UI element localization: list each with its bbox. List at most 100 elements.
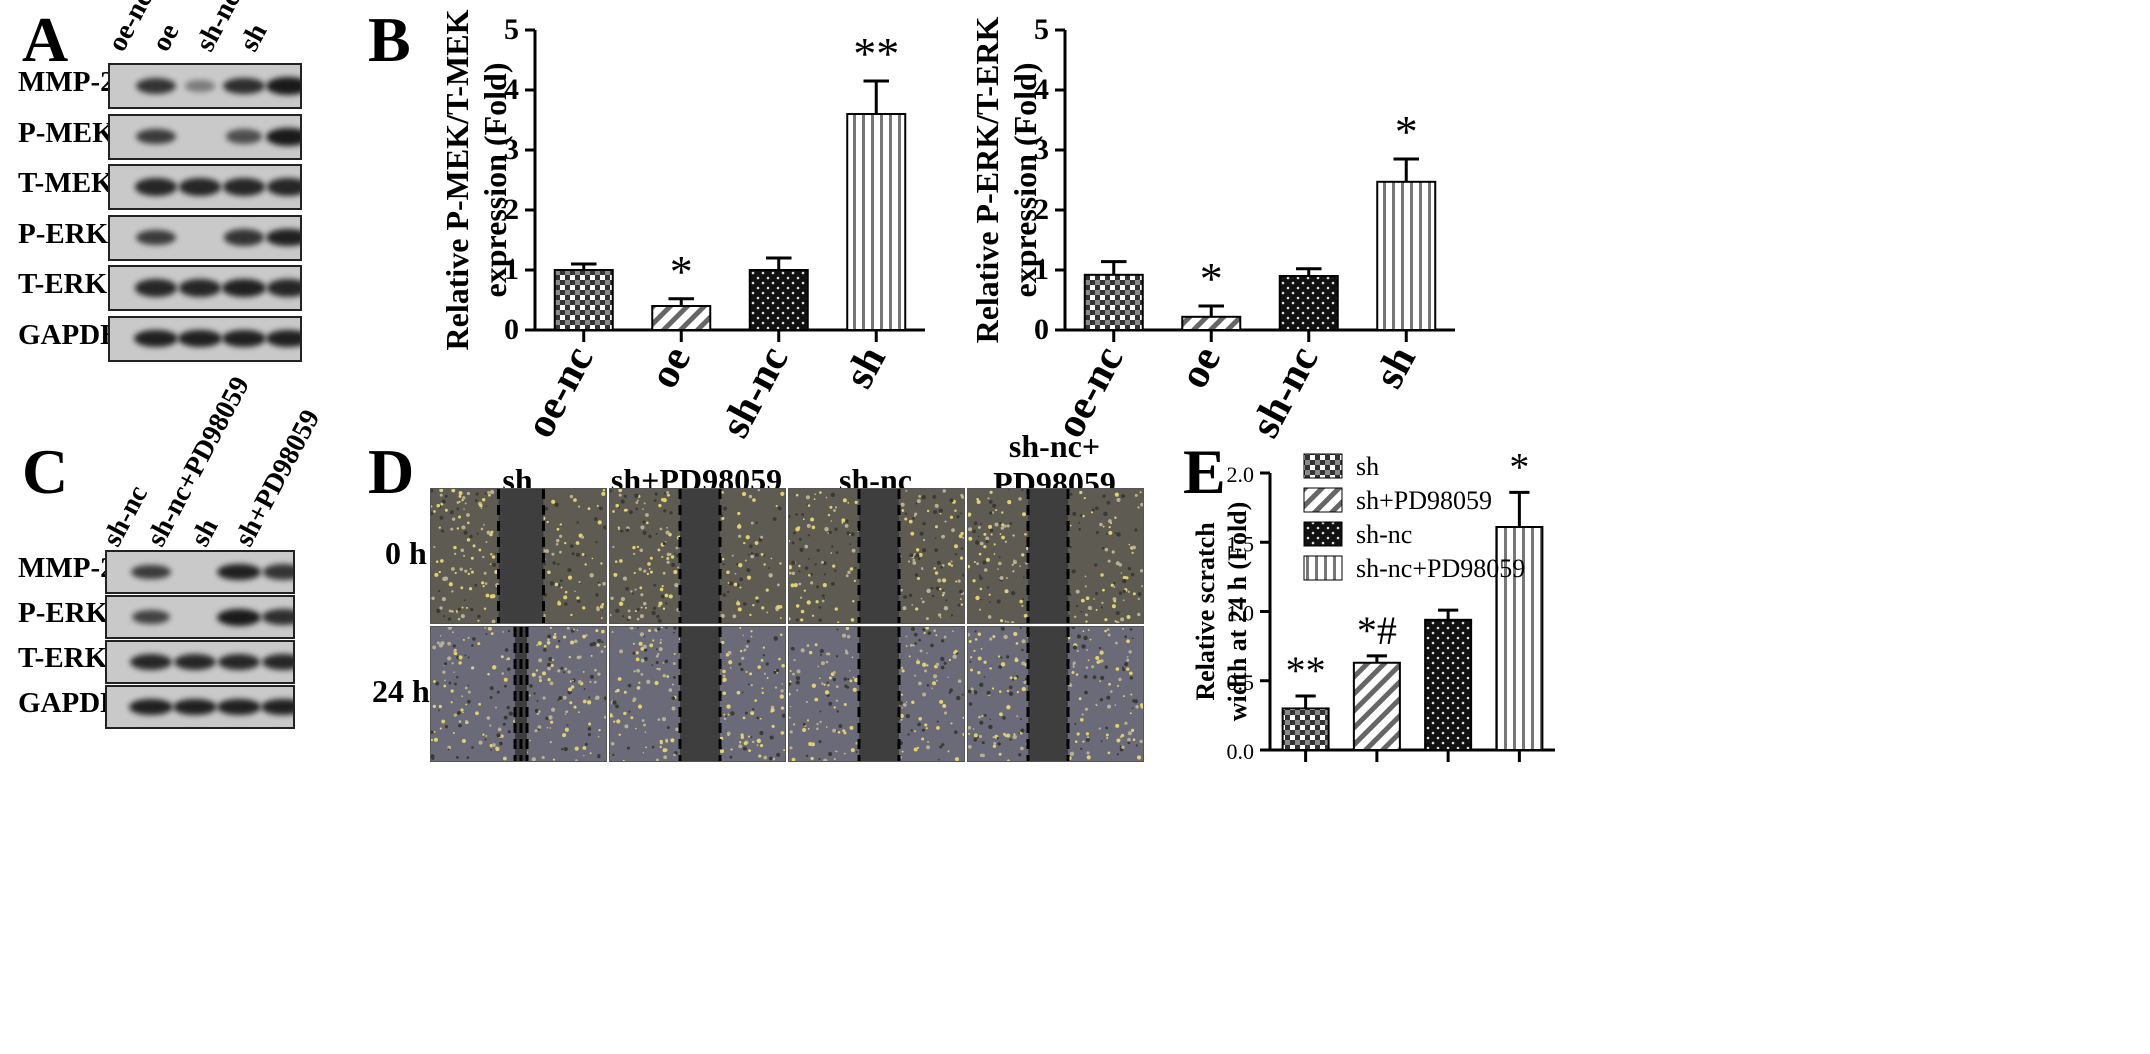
cell-speck [922, 628, 926, 632]
cell-speck [564, 667, 568, 671]
cell-speck [1131, 707, 1134, 709]
cell-speck [646, 572, 650, 576]
cell-speck [460, 586, 464, 590]
cell-speck [595, 695, 600, 700]
cell-speck [563, 595, 568, 600]
cell-speck [736, 690, 741, 695]
cell-speck [552, 635, 557, 640]
cell-speck [765, 662, 769, 666]
cell-speck [981, 715, 984, 718]
cell-speck [1111, 604, 1116, 609]
cell-speck [593, 668, 597, 672]
cell-speck [549, 727, 552, 729]
cell-speck [1132, 545, 1136, 550]
cell-speck [905, 635, 908, 638]
cell-speck [1021, 553, 1025, 557]
cell-speck [1018, 753, 1022, 757]
scratch-gap [680, 489, 720, 623]
cell-speck [914, 674, 917, 677]
cell-speck [611, 630, 614, 634]
cell-speck [931, 687, 934, 690]
cell-speck [583, 688, 586, 690]
cell-speck [617, 677, 622, 681]
cell-speck [834, 607, 838, 611]
cell-speck [1124, 662, 1129, 667]
cell-speck [852, 676, 855, 679]
cell-speck [910, 729, 913, 732]
cell-speck [970, 668, 974, 672]
cell-speck [640, 593, 644, 597]
cell-speck [1106, 628, 1110, 631]
legend-swatch [1303, 453, 1343, 479]
cell-speck [659, 741, 663, 745]
cell-speck [750, 630, 753, 633]
cell-speck [584, 563, 587, 566]
cell-speck [597, 753, 601, 757]
cell-speck [639, 548, 644, 553]
cell-speck [432, 645, 437, 650]
cell-speck [1016, 690, 1020, 694]
panel-b-letter: B [368, 4, 411, 75]
cell-speck [744, 648, 747, 651]
cell-speck [572, 628, 576, 631]
cell-speck [1108, 530, 1113, 535]
cell-speck [435, 681, 440, 686]
cell-speck [665, 740, 669, 743]
cell-speck [505, 658, 508, 661]
scratch-gap [680, 627, 720, 761]
cell-speck [792, 672, 795, 676]
cell-speck [935, 679, 938, 682]
cell-speck [1110, 583, 1114, 587]
cell-speck [760, 535, 764, 539]
cell-speck [587, 727, 592, 731]
cell-speck [968, 702, 973, 706]
cell-speck [578, 655, 582, 659]
cell-speck [654, 680, 659, 686]
cell-speck [451, 610, 454, 613]
cell-speck [742, 634, 745, 637]
cell-speck [993, 741, 997, 745]
cell-speck [759, 730, 764, 736]
blot-row-label: T-MEK [18, 167, 114, 199]
cell-speck [935, 634, 938, 637]
cell-speck [431, 505, 433, 508]
cell-speck [582, 671, 585, 673]
cell-speck [543, 644, 547, 648]
cell-speck [932, 674, 938, 679]
cell-speck [560, 586, 563, 589]
cell-speck [944, 520, 947, 523]
cell-speck [935, 586, 939, 590]
cell-speck [763, 672, 767, 675]
cell-speck [742, 716, 746, 720]
cell-speck [833, 757, 836, 761]
cell-speck [567, 687, 572, 692]
cell-speck [570, 613, 573, 617]
scratch-image [967, 626, 1144, 762]
cell-speck [818, 677, 821, 679]
cell-speck [761, 691, 764, 695]
cell-speck [627, 615, 632, 620]
cell-speck [948, 658, 951, 662]
cell-speck [1084, 690, 1088, 695]
cell-speck [481, 498, 486, 502]
cell-speck [542, 696, 546, 700]
cell-speck [979, 720, 984, 725]
cell-speck [1129, 712, 1132, 715]
cell-speck [623, 711, 627, 716]
cell-speck [567, 575, 573, 580]
cell-speck [1069, 683, 1073, 687]
cell-speck [727, 734, 730, 737]
cell-speck [549, 740, 552, 744]
cell-speck [637, 704, 643, 709]
cell-speck [670, 738, 675, 743]
cell-speck [639, 614, 644, 619]
cell-speck [744, 711, 748, 715]
cell-speck [571, 552, 575, 556]
cell-speck [472, 544, 476, 548]
cell-speck [825, 652, 829, 656]
cell-speck [962, 733, 964, 736]
cell-speck [918, 638, 921, 642]
cell-speck [750, 554, 755, 559]
cell-speck [644, 731, 647, 734]
blot-band [262, 609, 293, 625]
